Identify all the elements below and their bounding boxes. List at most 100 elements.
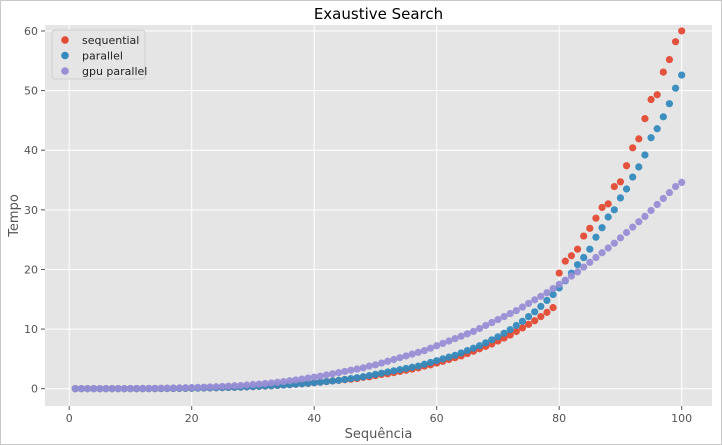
point-parallel [604,213,612,221]
point-gpu-parallel [647,206,655,215]
x-tick-label: 100 [671,412,692,425]
point-gpu-parallel [181,384,190,392]
point-gpu-parallel [641,212,649,220]
point-gpu-parallel [243,381,251,389]
point-sequential [543,308,551,316]
x-tick-label: 40 [307,412,321,425]
point-sequential [561,257,569,265]
legend: sequential parallel gpu parallel [51,29,147,80]
point-gpu-parallel [549,284,557,293]
point-gpu-parallel [335,369,343,377]
point-parallel [653,125,661,133]
point-gpu-parallel [482,321,490,330]
point-parallel [616,194,625,202]
point-parallel [537,302,545,311]
point-gpu-parallel [279,377,288,386]
point-sequential [653,91,661,99]
point-sequential [506,331,514,339]
point-parallel [549,290,557,299]
point-parallel [580,253,588,262]
point-gpu-parallel [71,385,79,393]
y-tick-label: 20 [24,263,38,276]
legend-marker-sequential [61,36,69,44]
point-parallel [500,329,508,337]
point-gpu-parallel [629,223,637,231]
x-axis-label: Sequência [345,427,413,442]
point-gpu-parallel [524,299,533,308]
point-gpu-parallel [298,375,306,383]
point-gpu-parallel [292,376,300,384]
point-gpu-parallel [414,348,422,356]
x-tick-label: 0 [66,412,73,425]
point-sequential [635,135,643,143]
point-sequential [555,269,563,277]
point-parallel [371,370,380,378]
point-gpu-parallel [500,312,508,321]
point-gpu-parallel [365,362,373,370]
point-gpu-parallel [420,346,429,355]
point-gpu-parallel [341,367,349,376]
point-gpu-parallel [102,385,110,393]
point-sequential [610,182,618,191]
point-sequential [678,27,686,35]
point-parallel [671,84,680,92]
point-gpu-parallel [463,330,471,338]
point-gpu-parallel [188,383,196,392]
point-gpu-parallel [494,315,502,324]
point-parallel [316,378,324,386]
point-gpu-parallel [83,385,92,393]
point-gpu-parallel [573,268,582,276]
point-gpu-parallel [200,383,208,391]
point-parallel [414,362,422,370]
point-gpu-parallel [598,249,606,257]
point-parallel [335,376,343,384]
point-gpu-parallel [316,372,324,380]
legend-marker-parallel [61,51,69,60]
point-parallel [445,353,453,361]
point-parallel [310,379,318,387]
y-tick-label: 40 [24,144,38,157]
point-gpu-parallel [653,200,661,209]
point-parallel [665,100,674,108]
point-gpu-parallel [212,383,220,391]
point-parallel [629,173,637,181]
point-sequential [647,95,655,104]
point-sequential [659,68,667,76]
point-parallel [341,375,349,384]
point-gpu-parallel [347,366,355,374]
grid-lines [45,25,712,406]
point-gpu-parallel [580,263,588,271]
point-gpu-parallel [586,258,594,266]
point-parallel [377,369,386,377]
point-parallel [592,233,600,241]
point-parallel [524,312,533,321]
point-gpu-parallel [267,379,275,387]
point-gpu-parallel [77,385,86,393]
point-gpu-parallel [543,289,551,297]
point-gpu-parallel [377,359,386,367]
point-parallel [390,367,398,375]
point-gpu-parallel [518,303,527,311]
point-gpu-parallel [537,292,545,300]
point-parallel [451,351,459,359]
x-tick-label: 80 [552,412,566,425]
x-tick-label: 20 [185,412,199,425]
point-gpu-parallel [457,332,465,340]
point-gpu-parallel [561,276,569,284]
point-gpu-parallel [194,383,202,391]
point-gpu-parallel [402,352,410,360]
point-sequential [580,232,588,240]
legend-label-sequential: sequential [82,34,139,47]
point-parallel [598,224,606,232]
point-gpu-parallel [114,384,122,393]
point-gpu-parallel [371,361,380,369]
y-tick-label: 10 [24,323,38,336]
point-gpu-parallel [451,335,459,343]
legend-label-gpu-parallel: gpu parallel [82,65,147,78]
point-sequential [567,252,576,260]
point-parallel [304,379,312,387]
point-gpu-parallel [439,339,447,347]
point-gpu-parallel [506,309,514,318]
point-sequential [598,203,606,212]
